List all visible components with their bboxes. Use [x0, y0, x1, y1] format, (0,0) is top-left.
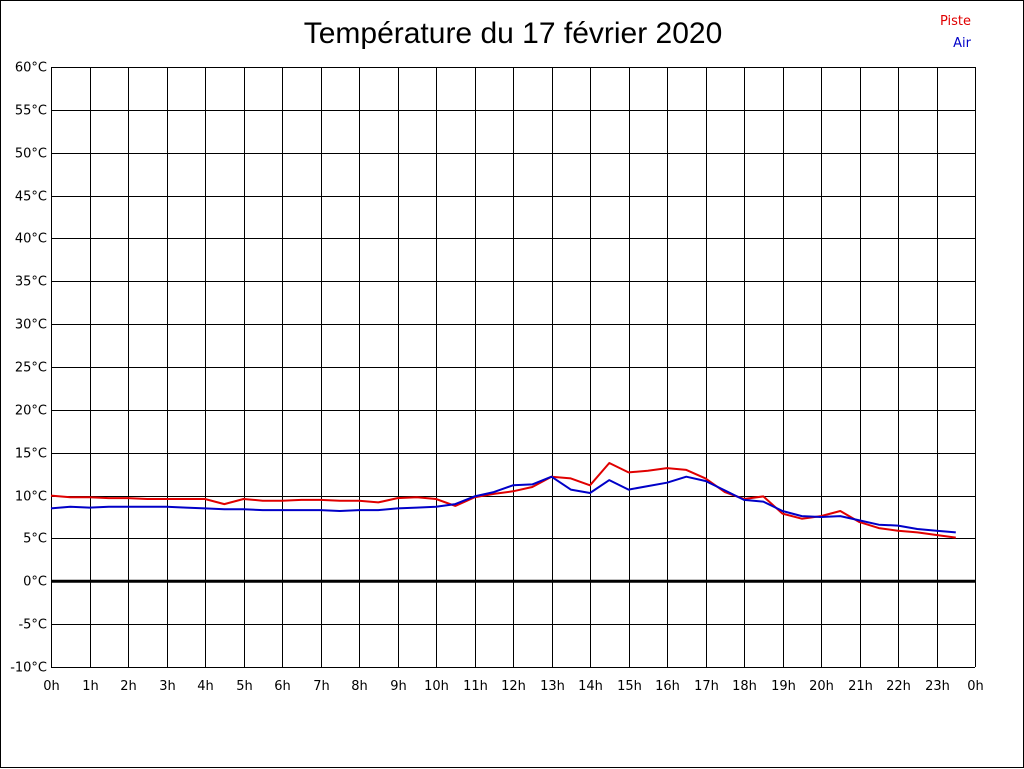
- y-tick-label: 35°C: [15, 275, 47, 290]
- x-tick-label: 10h: [424, 679, 449, 694]
- y-tick-label: 45°C: [15, 190, 47, 205]
- y-tick-label: 0°C: [23, 575, 47, 590]
- x-tick-label: 11h: [463, 679, 488, 694]
- series-line-air: [50, 475, 956, 534]
- x-tick-label: 3h: [159, 679, 176, 694]
- y-tick-label: 60°C: [15, 61, 47, 76]
- y-tick-label: 15°C: [15, 447, 47, 462]
- x-tick-label: 1h: [82, 679, 99, 694]
- x-tick-label: 0h: [967, 679, 984, 694]
- x-tick-label: 2h: [120, 679, 137, 694]
- x-tick-label: 12h: [501, 679, 526, 694]
- y-tick-label: 55°C: [15, 104, 47, 119]
- y-tick-label: 25°C: [15, 361, 47, 376]
- series-line-piste: [50, 462, 956, 539]
- y-tick-label: 50°C: [15, 147, 47, 162]
- x-tick-label: 13h: [540, 679, 565, 694]
- x-tick-label: 4h: [197, 679, 214, 694]
- x-tick-label: 7h: [313, 679, 330, 694]
- x-tick-label: 23h: [925, 679, 950, 694]
- x-tick-label: 0h: [43, 679, 60, 694]
- y-tick-label: 30°C: [15, 318, 47, 333]
- y-tick-label: 40°C: [15, 232, 47, 247]
- y-tick-label: 5°C: [23, 532, 47, 547]
- x-tick-label: 8h: [351, 679, 368, 694]
- x-tick-label: 20h: [809, 679, 834, 694]
- y-tick-label: -10°C: [10, 661, 47, 676]
- x-tick-label: 6h: [274, 679, 291, 694]
- legend-air: Air: [953, 36, 971, 51]
- x-tick-label: 5h: [236, 679, 253, 694]
- x-tick-label: 9h: [390, 679, 407, 694]
- y-tick-label: 10°C: [15, 490, 47, 505]
- x-tick-label: 17h: [694, 679, 719, 694]
- y-tick-label: -5°C: [18, 618, 47, 633]
- legend-piste: Piste: [939, 14, 971, 29]
- x-tick-label: 14h: [578, 679, 603, 694]
- chart-title: Température du 17 février 2020: [303, 17, 723, 50]
- x-tick-label: 19h: [771, 679, 796, 694]
- x-tick-label: 22h: [886, 679, 911, 694]
- x-tick-label: 18h: [732, 679, 757, 694]
- x-tick-label: 21h: [848, 679, 873, 694]
- x-tick-label: 15h: [617, 679, 642, 694]
- x-tick-label: 16h: [655, 679, 680, 694]
- y-tick-label: 20°C: [15, 404, 47, 419]
